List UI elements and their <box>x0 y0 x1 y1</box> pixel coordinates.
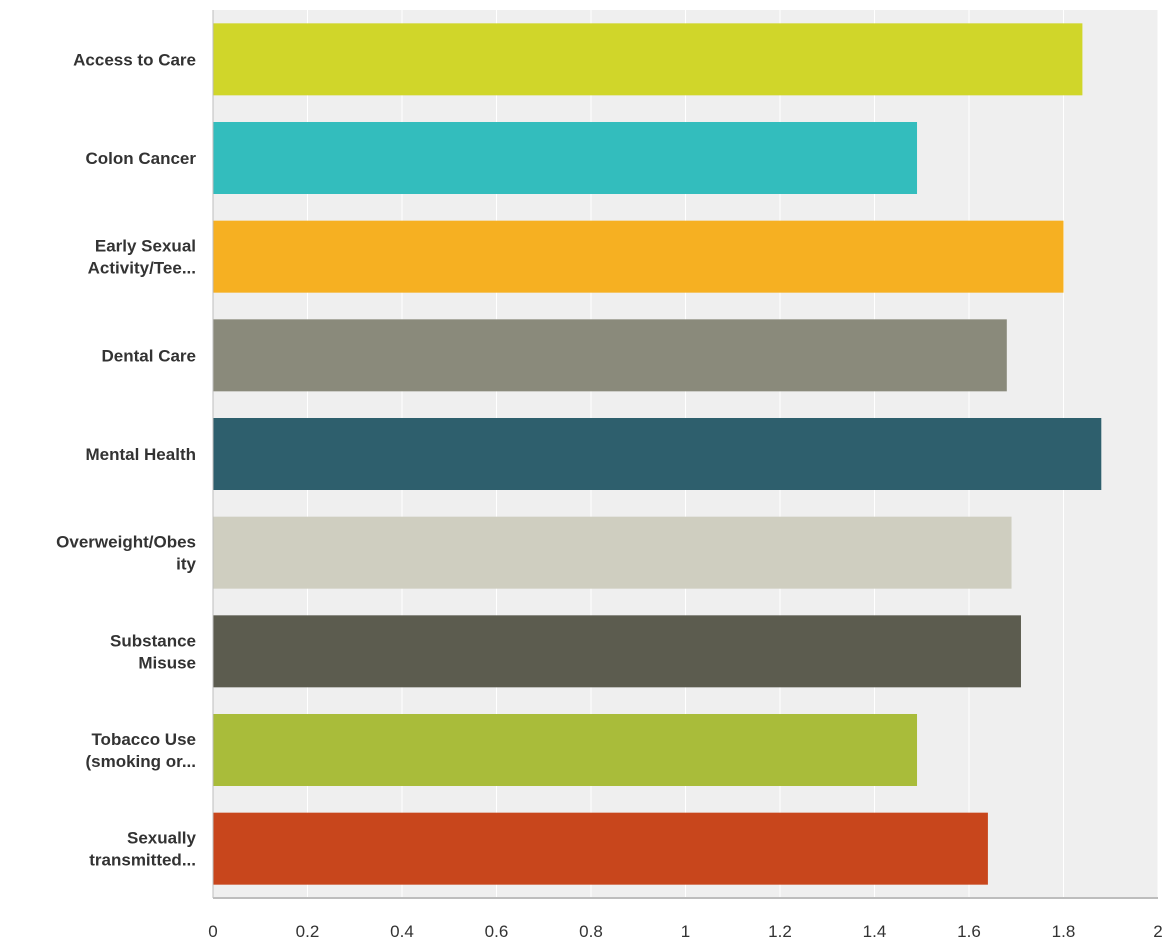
bar[interactable] <box>213 319 1007 392</box>
x-tick-label: 1 <box>681 922 690 941</box>
bar[interactable] <box>213 714 918 786</box>
x-axis-tick-labels: 0 0.2 0.4 0.6 0.8 1 1.2 1.4 1.6 1.8 2 <box>208 922 1162 941</box>
bar[interactable] <box>213 516 1012 589</box>
x-tick-label: 0.4 <box>390 922 414 941</box>
x-tick-label: 0.2 <box>296 922 320 941</box>
x-tick-label: 0.8 <box>579 922 603 941</box>
bar[interactable] <box>213 23 1083 96</box>
bar[interactable] <box>213 122 918 194</box>
x-tick-label: 1.2 <box>768 922 792 941</box>
category-label: Substance Misuse <box>110 631 196 672</box>
category-label: Access to Care <box>73 50 196 69</box>
bar[interactable] <box>213 418 1102 490</box>
bar[interactable] <box>213 615 1021 688</box>
x-tick-label: 1.4 <box>863 922 887 941</box>
bar[interactable] <box>213 812 988 885</box>
category-label: Overweight/Obes ity <box>56 533 196 574</box>
category-label: Colon Cancer <box>85 149 196 168</box>
category-label: Dental Care <box>102 346 196 365</box>
x-tick-label: 0 <box>208 922 217 941</box>
category-label: Sexually transmitted... <box>89 829 196 870</box>
x-tick-label: 1.6 <box>957 922 981 941</box>
x-tick-label: 1.8 <box>1052 922 1076 941</box>
category-label: Early Sexual Activity/Tee... <box>88 237 196 278</box>
bar[interactable] <box>213 220 1064 293</box>
x-tick-label: 0.6 <box>485 922 509 941</box>
category-labels: Access to Care Colon Cancer Early Sexual Ac… <box>56 50 196 869</box>
category-label: Mental Health <box>85 445 196 464</box>
category-label: Tobacco Use (smoking or... <box>85 730 196 771</box>
bars <box>213 23 1102 885</box>
x-tick-label: 2 <box>1153 922 1162 941</box>
